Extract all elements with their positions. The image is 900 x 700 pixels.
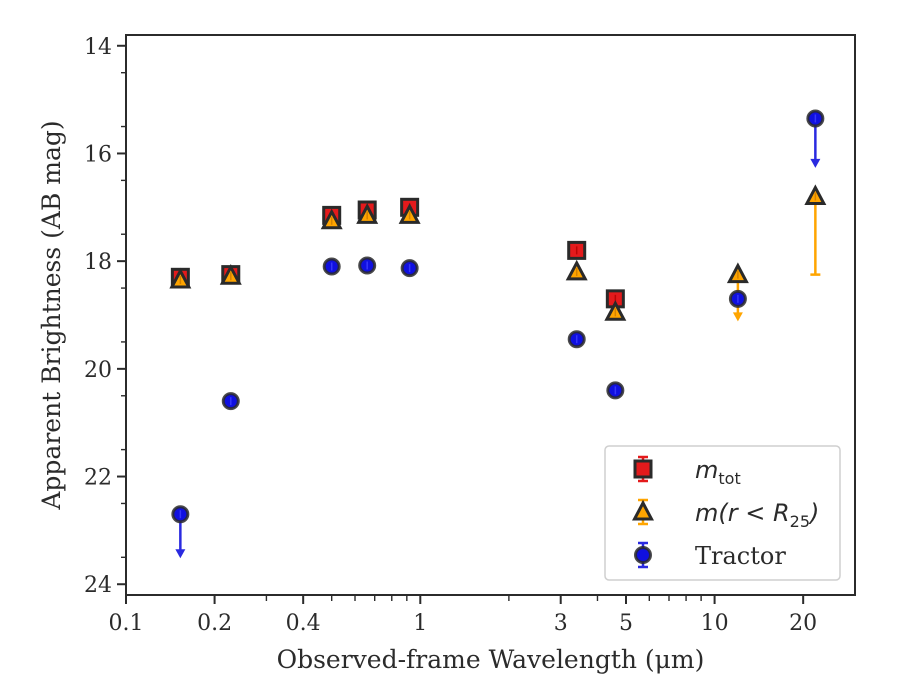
x-tick-label: 1 (413, 611, 427, 636)
legend-entry-triangle: m(r < R25) (632, 498, 819, 531)
y-tick-label: 14 (84, 35, 112, 60)
upper-limit-head (732, 312, 743, 322)
upper-limit-head (810, 158, 821, 168)
legend: mtot m(r < R25) Tractor (604, 445, 841, 581)
axes: 14 16 18 20 22 24 0.1 0.2 0.4 1 3 5 10 20 Observed-fra… (37, 34, 856, 674)
legend-marker (632, 499, 654, 521)
legend-label: mtot (695, 456, 741, 488)
legend-entry-square: mtot (633, 455, 741, 488)
series-circle (171, 109, 825, 559)
x-axis-title: Observed-frame Wavelength (μm) (277, 645, 705, 674)
legend-entry-circle: Tractor (634, 541, 786, 570)
legend-box (604, 445, 841, 581)
legend-marker (634, 546, 652, 564)
legend-marker (633, 459, 653, 479)
x-tick-label: 20 (789, 611, 817, 636)
plot-area (169, 109, 827, 559)
series-triangle (169, 184, 827, 322)
x-tick-label: 10 (701, 611, 729, 636)
y-tick-label: 16 (84, 142, 112, 167)
y-tick-label: 20 (84, 358, 112, 383)
x-tick-label: 5 (619, 611, 633, 636)
x-tick-label: 0.1 (109, 611, 144, 636)
series-square (170, 197, 625, 309)
axes-frame (125, 34, 856, 596)
x-tick-label: 3 (554, 611, 568, 636)
y-tick-label: 18 (84, 250, 112, 275)
legend-label: Tractor (695, 542, 786, 570)
x-tick-label: 0.2 (197, 611, 232, 636)
y-axis-title: Apparent Brightness (AB mag) (37, 120, 66, 510)
upper-limit-head (175, 549, 186, 559)
y-tick-label: 24 (84, 573, 112, 598)
legend-label: m(r < R25) (695, 499, 819, 531)
y-tick-label: 22 (84, 466, 112, 491)
x-tick-label: 0.4 (286, 611, 321, 636)
